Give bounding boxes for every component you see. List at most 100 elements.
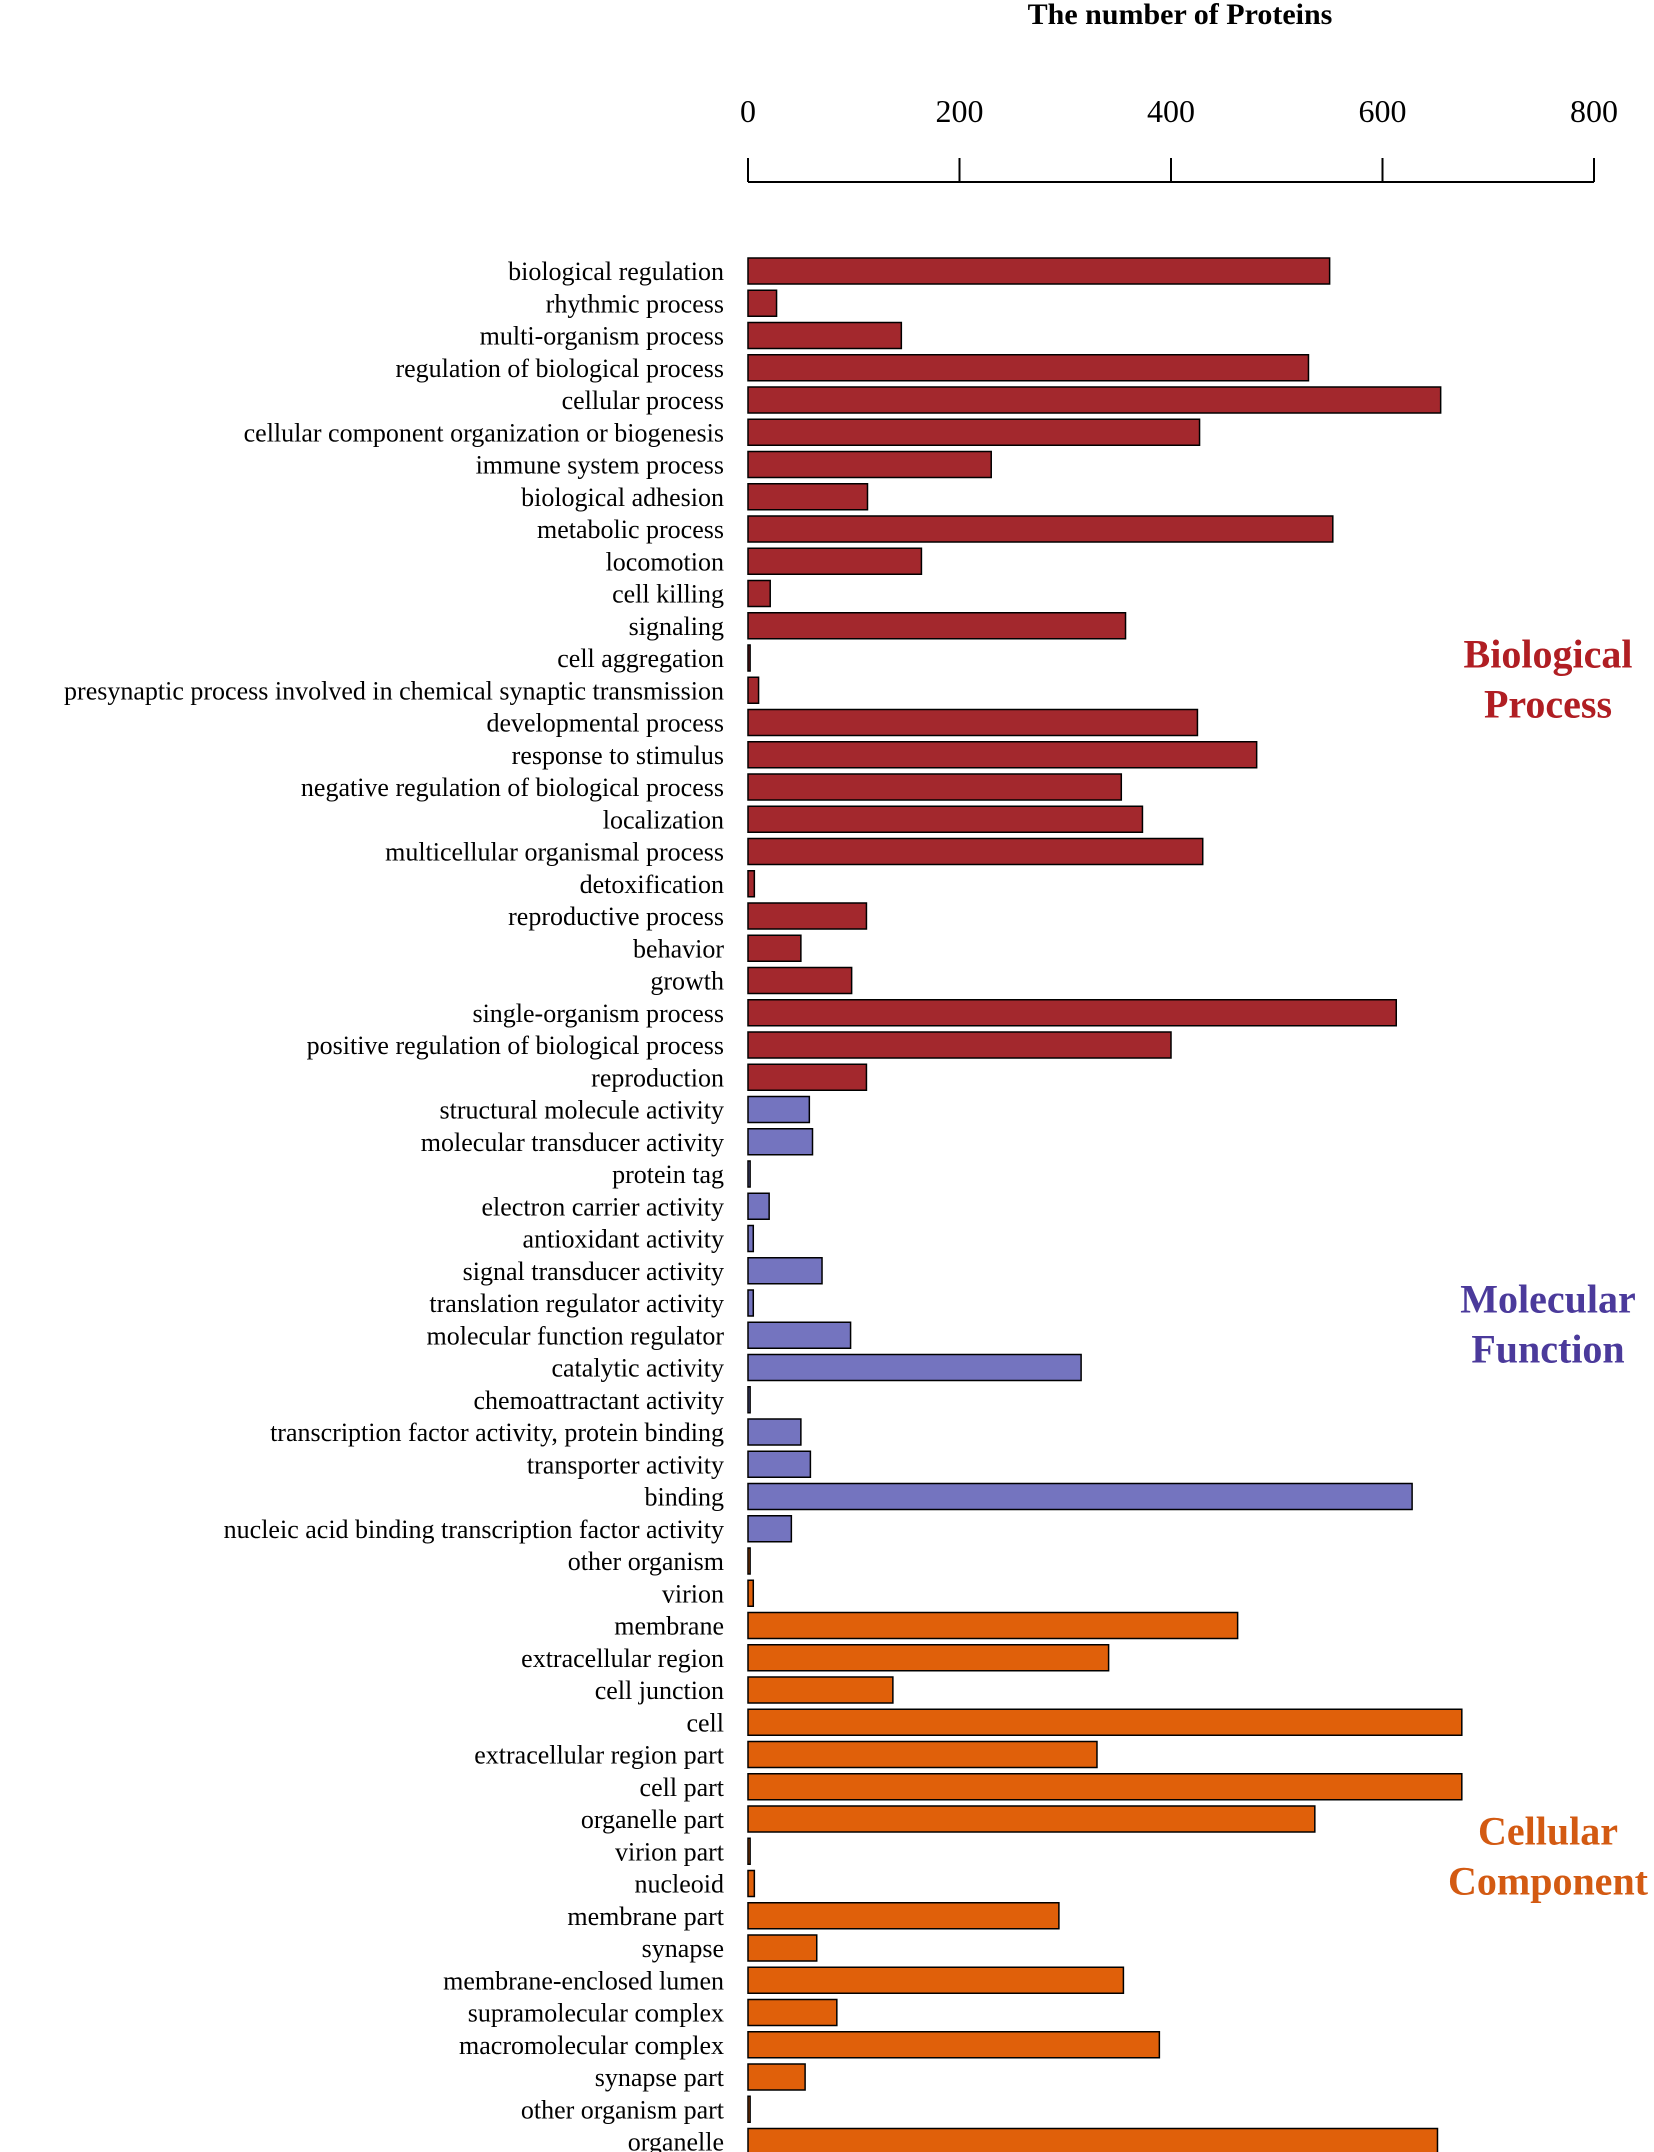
category-label: protein tag [612,1160,724,1189]
bar [747,805,1144,833]
bar [747,515,1334,543]
category-label: signal transducer activity [463,1257,724,1286]
category-label: antioxidant activity [523,1225,724,1254]
bar [747,1805,1316,1833]
category-label: translation regulator activity [429,1289,724,1318]
category-label: signaling [629,612,724,641]
bar [747,450,992,479]
category-label: immune system process [476,451,724,480]
bar [747,257,1331,285]
bar [747,2095,751,2123]
category-label: cellular process [562,386,724,415]
bars [747,257,1463,2152]
bar [747,1934,818,1962]
category-label: behavior [633,934,724,963]
category-label: cell aggregation [557,644,724,673]
bar [747,999,1397,1027]
category-labels: biological regulation rhythmic process mul… [64,257,725,2152]
bar [747,1773,1463,1801]
category-label: presynaptic process involved in chemical… [64,676,724,705]
bar [747,902,868,930]
category-label: other organism [568,1547,724,1576]
category-label: multicellular organismal process [385,838,724,867]
category-label: negative regulation of biological proces… [301,773,724,802]
category-label: molecular transducer activity [421,1128,724,1157]
bar [747,1289,755,1317]
bar [747,612,1127,640]
bar [747,2031,1161,2059]
bar [747,837,1204,866]
category-label: other organism part [521,2095,725,2124]
bar [747,1966,1125,1994]
bar [747,579,771,608]
bar [747,708,1199,737]
bar [747,1386,751,1414]
bar [747,1611,1239,1640]
bar [747,1128,814,1156]
bar [747,773,1123,801]
x-tick-label: 600 [1359,93,1407,129]
bar [747,1869,756,1898]
category-label: reproduction [591,1063,724,1092]
bar [747,547,923,575]
category-label: macromolecular complex [459,2031,724,2060]
category-label: structural molecule activity [440,1096,724,1125]
bar [747,934,802,962]
category-label: biological regulation [508,257,724,286]
bar [747,386,1442,414]
group-label-line2: Function [1471,1326,1624,1371]
bar [747,1579,755,1607]
bar [747,1031,1172,1059]
category-label: reproductive process [508,902,724,931]
category-label: response to stimulus [512,741,724,770]
category-label: cell [686,1708,724,1737]
category-label: supramolecular complex [468,1999,724,2028]
bar [747,2063,806,2091]
bar [747,1063,868,1091]
bar [747,741,1258,769]
category-label: extracellular region part [474,1741,725,1770]
group-label-line1: Biological [1464,631,1633,676]
category-label: binding [645,1483,724,1512]
category-label: organelle part [581,1805,725,1834]
category-label: synapse [642,1934,724,1963]
category-label: positive regulation of biological proces… [307,1031,724,1060]
category-label: organelle [628,2128,724,2152]
bar [747,1644,1110,1672]
bar [747,2127,1439,2152]
category-label: catalytic activity [551,1354,724,1383]
category-label: rhythmic process [546,289,724,318]
category-label: transcription factor activity, protein b… [270,1418,724,1447]
bar [747,1837,751,1865]
bar [747,1192,770,1220]
category-label: nucleic acid binding transcription facto… [224,1515,724,1544]
category-label: developmental process [486,709,724,738]
bar [747,966,853,995]
bar [747,1515,793,1543]
category-label: cell killing [612,580,724,609]
category-label: detoxification [580,870,724,899]
category-label: virion part [615,1837,725,1866]
category-label: growth [650,967,724,996]
bar [747,676,760,704]
bar [747,1418,802,1446]
bar [747,1676,894,1704]
bar [747,1224,755,1253]
bar [747,1740,1098,1769]
category-label: membrane-enclosed lumen [443,1966,724,1995]
category-label: biological adhesion [521,483,724,512]
category-label: localization [603,805,724,834]
category-label: electron carrier activity [481,1192,724,1221]
category-label: membrane [614,1612,724,1641]
x-tick-label: 0 [740,93,756,129]
bar [747,1450,812,1478]
bar [747,1095,811,1124]
bar [747,870,756,898]
bar [747,321,903,350]
bar [747,354,1310,382]
bar [747,1353,1082,1382]
category-label: cell junction [595,1676,724,1705]
category-label: synapse part [595,2063,725,2092]
category-label: metabolic process [537,515,724,544]
bar [747,483,869,511]
